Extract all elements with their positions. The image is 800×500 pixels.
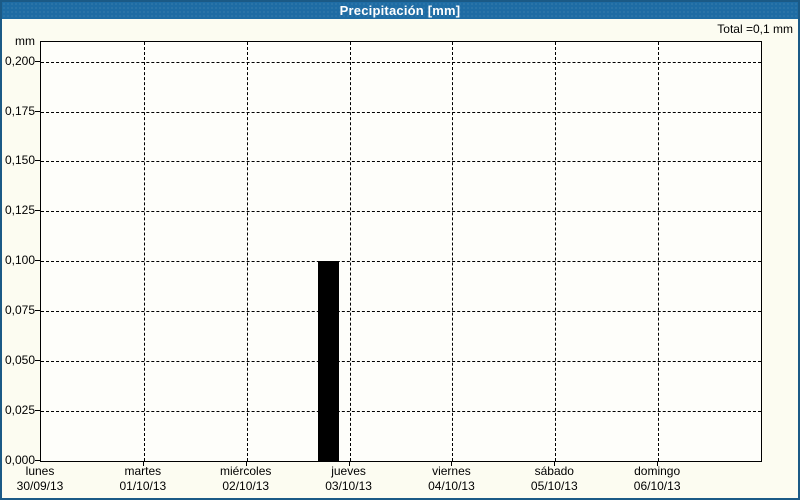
- horizontal-gridline: [41, 311, 761, 313]
- horizontal-gridline: [41, 211, 761, 213]
- day-weekday-label: jueves: [331, 464, 366, 478]
- precipitation-bar: [317, 261, 340, 461]
- vertical-gridline: [555, 42, 557, 461]
- x-tick-mark: [142, 461, 144, 466]
- day-weekday-label: domingo: [634, 464, 681, 478]
- day-weekday-label: lunes: [25, 464, 55, 478]
- y-tick-mark: [35, 410, 40, 412]
- total-precipitation-label: Total =0,1 mm: [717, 22, 793, 36]
- y-axis-unit-label: mm: [15, 34, 35, 48]
- y-tick-label: 0,150: [4, 153, 35, 168]
- horizontal-gridline: [41, 61, 761, 63]
- horizontal-gridline: [41, 111, 761, 113]
- day-weekday-label: miércoles: [220, 464, 272, 478]
- vertical-gridline: [452, 42, 454, 461]
- horizontal-gridline: [41, 361, 761, 363]
- x-tick-mark: [245, 461, 247, 466]
- chart-title: Precipitación [mm]: [339, 3, 461, 18]
- y-tick-mark: [35, 360, 40, 362]
- chart-title-bar: Precipitación [mm]: [2, 2, 798, 19]
- x-tick-mark: [451, 461, 453, 466]
- y-tick-mark: [35, 260, 40, 262]
- horizontal-gridline: [41, 411, 761, 413]
- y-tick-mark: [35, 160, 40, 162]
- y-tick-label: 0,075: [4, 303, 35, 318]
- horizontal-gridline: [41, 161, 761, 163]
- plot-area: [40, 41, 762, 462]
- day-label: viernes 04/10/13: [396, 464, 506, 494]
- day-label: domingo 06/10/13: [602, 464, 712, 494]
- y-tick-mark: [35, 60, 40, 62]
- vertical-gridline: [246, 42, 248, 461]
- y-tick-label: 0,050: [4, 353, 35, 368]
- day-date-label: 30/09/13: [16, 479, 64, 493]
- horizontal-gridline: [41, 261, 761, 263]
- day-date-label: 03/10/13: [325, 479, 372, 493]
- day-date-label: 04/10/13: [428, 479, 475, 493]
- y-tick-mark: [35, 210, 40, 212]
- day-label: lunes 30/09/13: [0, 464, 95, 494]
- vertical-gridline: [143, 42, 145, 461]
- vertical-gridline: [349, 42, 351, 461]
- day-weekday-label: sábado: [534, 464, 574, 478]
- day-label: miércoles 02/10/13: [191, 464, 301, 494]
- x-tick-mark: [554, 461, 556, 466]
- day-date-label: 01/10/13: [119, 479, 167, 493]
- y-tick-label: 0,100: [4, 253, 35, 268]
- day-date-label: 02/10/13: [222, 479, 270, 493]
- y-tick-label: 0,175: [4, 103, 35, 118]
- y-tick-label: 0,000: [4, 453, 35, 467]
- day-weekday-label: viernes: [432, 464, 471, 478]
- day-date-label: 05/10/13: [530, 479, 578, 493]
- x-tick-mark: [348, 461, 350, 466]
- y-tick-mark: [35, 460, 40, 461]
- day-label: jueves 03/10/13: [294, 464, 404, 494]
- day-date-label: 06/10/13: [633, 479, 681, 493]
- day-label: sábado 05/10/13: [499, 464, 609, 494]
- gridlines-layer: [41, 42, 761, 461]
- y-tick-label: 0,200: [4, 53, 35, 68]
- day-label: martes 01/10/13: [88, 464, 198, 494]
- vertical-gridline: [658, 42, 660, 461]
- y-tick-mark: [35, 310, 40, 312]
- x-tick-mark: [657, 461, 659, 466]
- y-tick-label: 0,125: [4, 203, 35, 218]
- day-weekday-label: martes: [124, 464, 162, 478]
- bars-layer: [41, 42, 761, 461]
- y-tick-mark: [35, 110, 40, 112]
- y-tick-label: 0,025: [4, 403, 35, 418]
